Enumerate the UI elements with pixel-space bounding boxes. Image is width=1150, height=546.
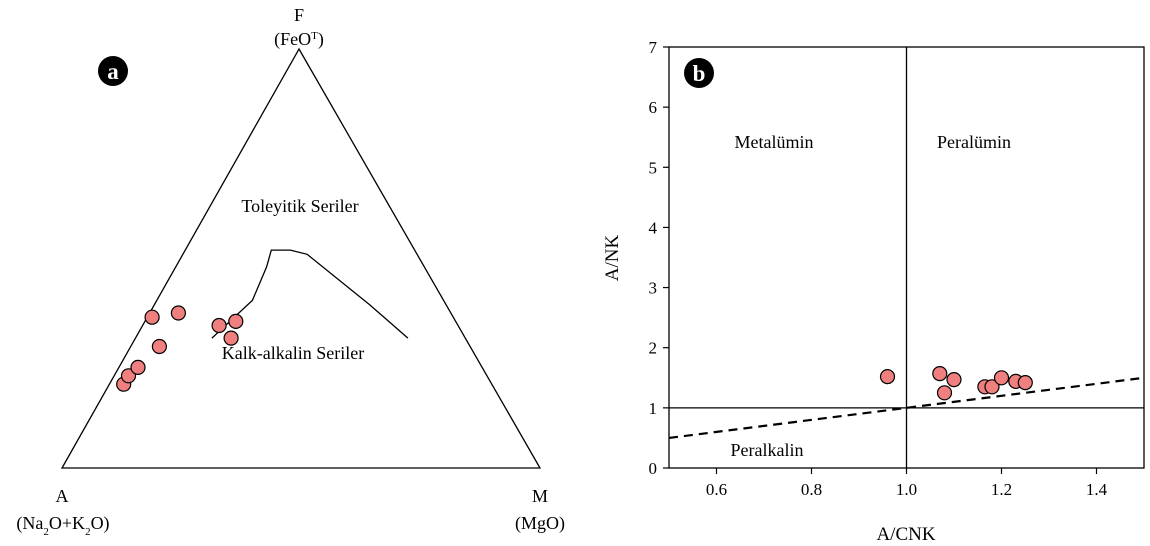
acnk-sample-point-7 [993,370,1010,386]
acnk-sample-point-1 [879,369,896,385]
x-tick-label-0.6: 0.6 [706,480,727,499]
y-tick-label-7: 7 [649,38,658,57]
acnk-sample-point-3 [936,385,953,401]
tholeiitic-calc-alkaline-boundary [211,249,409,339]
panel-b-label: b [693,61,706,86]
afm-sample-point-3 [130,359,146,375]
afm-sample-point-4 [151,338,167,355]
y-tick-label-1: 1 [649,399,658,418]
afm-ternary-panel: a F (FeOT) A (Na2O+K2O) M (MgO) Toleyiti… [16,5,565,538]
y-tick-label-6: 6 [649,98,658,117]
field-label-calc-alkaline: Kalk-alkalin Seriler [222,343,364,363]
field-label-peraluminous: Peralümin [937,132,1011,152]
y-tick-label-0: 0 [649,459,658,478]
panel-b-badge [684,58,714,88]
afm-sample-point-8 [223,330,239,346]
field-label-peralkaline: Peralkalin [731,440,804,460]
x-tick-label-1.4: 1.4 [1086,480,1108,499]
acnk-ank-panel: 0.6 0.8 1.0 1.2 1.4 0 1 2 3 4 5 6 7 b Metalümin Per… [602,38,1145,545]
x-axis-ticks: 0.6 0.8 1.0 1.2 1.4 [706,468,1108,499]
vertex-a-sublabel: (Na2O+K2O) [16,513,109,538]
y-axis-ticks: 0 1 2 3 4 5 6 7 [649,38,669,478]
afm-sample-point-5 [144,309,160,325]
field-label-metaluminous: Metalümin [735,132,814,152]
acnk-sample-points [879,366,1033,401]
panel-a-label: a [107,59,119,84]
panel-a-badge [98,56,128,86]
vertex-m-label: M [532,486,548,506]
x-axis-label: A/CNK [876,524,935,545]
afm-sample-points [116,305,244,392]
y-tick-label-2: 2 [649,339,658,358]
field-label-tholeiitic: Toleyitik Seriler [241,196,358,216]
ternary-outline [60,47,542,469]
afm-sample-point-9 [228,313,244,329]
y-tick-label-3: 3 [649,279,658,298]
acnk-sample-point-9 [1017,375,1033,391]
acnk-sample-point-4 [946,372,962,388]
vertex-a-label: A [56,486,69,506]
afm-sample-point-6 [170,305,186,321]
vertex-f-label: F [294,5,304,25]
acnk-sample-point-6 [984,379,1000,395]
afm-sample-point-7 [211,317,227,334]
afm-sample-point-2 [120,368,137,384]
peralkaline-boundary-dashed [668,376,1145,440]
vertex-f-sublabel: (FeOT) [274,29,324,50]
x-tick-label-0.8: 0.8 [801,480,822,499]
x-tick-label-1.2: 1.2 [991,480,1012,499]
x-tick-label-1.0: 1.0 [896,480,917,499]
y-axis-label: A/NK [602,235,623,282]
vertex-m-sublabel: (MgO) [515,513,565,534]
y-tick-label-4: 4 [649,218,658,237]
acnk-sample-point-2 [932,366,948,382]
y-tick-label-5: 5 [649,158,658,177]
